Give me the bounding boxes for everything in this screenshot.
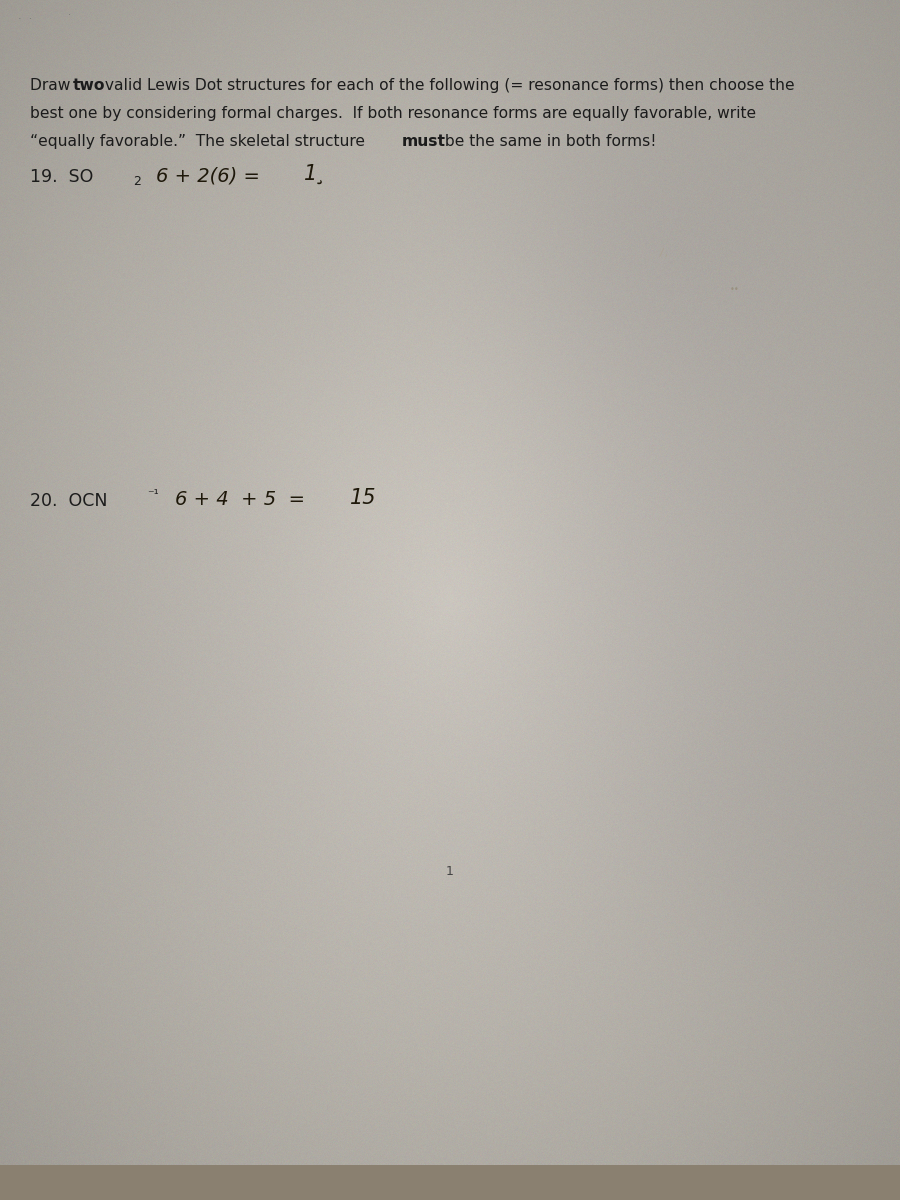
Text: 6 + 2(6) =: 6 + 2(6) = (156, 166, 260, 185)
Text: ·: · (68, 10, 71, 20)
Text: best one by considering formal charges.  If both resonance forms are equally fav: best one by considering formal charges. … (30, 106, 756, 121)
Text: be the same in both forms!: be the same in both forms! (440, 134, 656, 149)
Text: 15: 15 (350, 488, 376, 508)
Text: two: two (73, 78, 105, 92)
Text: Draw: Draw (30, 78, 76, 92)
Bar (0, 1165, 900, 1200)
Text: 1¸: 1¸ (304, 164, 328, 185)
Text: valid Lewis Dot structures for each of the following (= resonance forms) then ch: valid Lewis Dot structures for each of t… (100, 78, 795, 92)
Text: ••: •• (730, 284, 740, 294)
Text: 1: 1 (446, 865, 454, 878)
Text: 20.  OCN: 20. OCN (30, 492, 107, 510)
Text: ·  ·: · · (18, 14, 32, 24)
Text: must: must (402, 134, 446, 149)
Text: 19.  SO: 19. SO (30, 168, 94, 186)
Text: “equally favorable.”  The skeletal structure: “equally favorable.” The skeletal struct… (30, 134, 370, 149)
Text: 6 + 4  + 5  =: 6 + 4 + 5 = (175, 490, 305, 509)
Text: / ,: / , (660, 248, 670, 258)
Text: ⁻¹: ⁻¹ (147, 488, 158, 502)
Text: 2: 2 (133, 175, 141, 188)
